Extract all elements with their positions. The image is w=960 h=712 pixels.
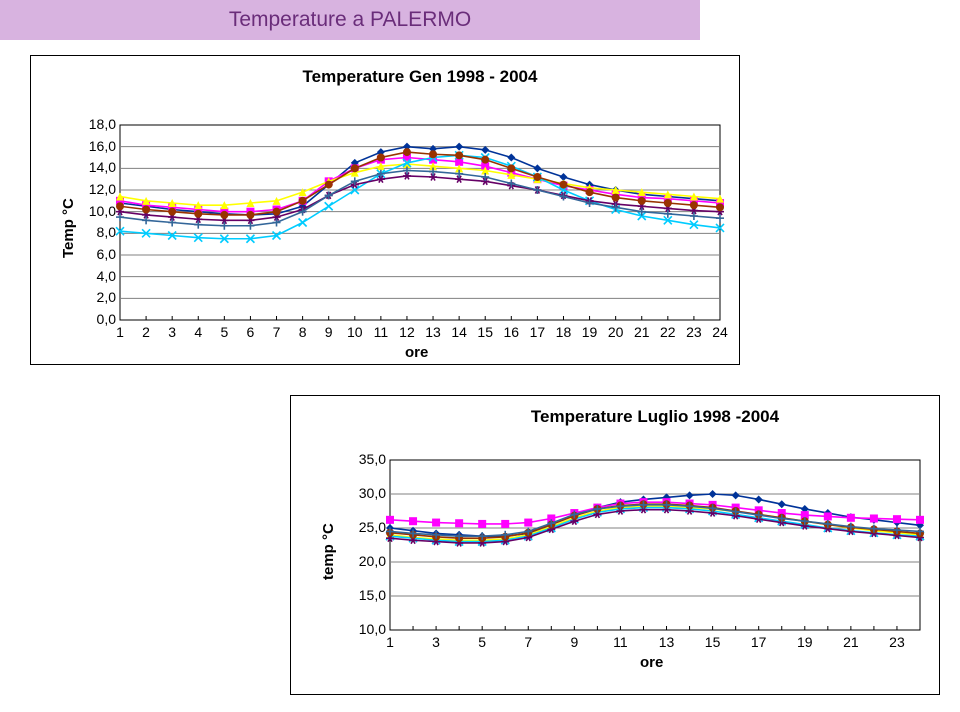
chart-gen-xlabel: ore bbox=[405, 344, 428, 361]
chart-luglio-plot bbox=[390, 460, 920, 630]
chart-luglio-title: Temperature Luglio 1998 -2004 bbox=[525, 407, 785, 427]
chart-gen-ylabel: Temp °C bbox=[60, 198, 77, 258]
chart-gen-title: Temperature Gen 1998 - 2004 bbox=[290, 67, 550, 87]
chart-gen-plot bbox=[120, 125, 720, 320]
page-title-banner: Temperature a PALERMO bbox=[0, 0, 700, 40]
page-title: Temperature a PALERMO bbox=[229, 8, 471, 32]
chart-luglio-ylabel: temp °C bbox=[320, 523, 337, 580]
chart-luglio-xlabel: ore bbox=[640, 654, 663, 671]
